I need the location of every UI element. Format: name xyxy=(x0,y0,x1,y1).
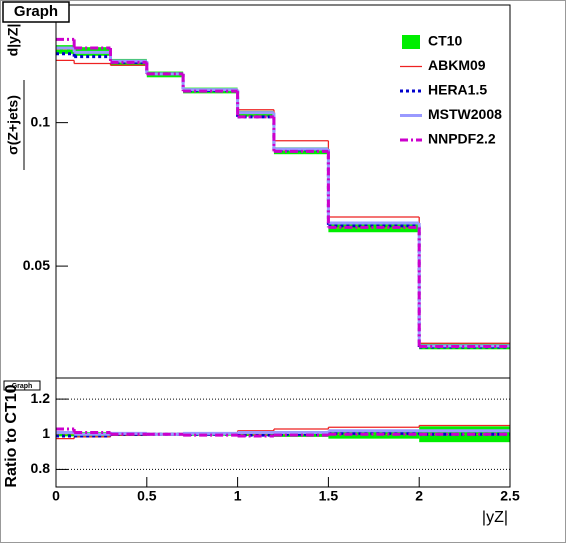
legend-label: NNPDF2.2 xyxy=(428,131,496,147)
title-box xyxy=(3,380,41,391)
chart-title: Graph xyxy=(14,3,58,20)
legend-label: MSTW2008 xyxy=(428,106,502,122)
x-tick-label: 1 xyxy=(234,488,242,504)
chart-title: Graph xyxy=(12,383,33,390)
legend-label: HERA1.5 xyxy=(428,82,487,98)
y-axis-label: σ(Z+jets) xyxy=(5,95,21,155)
x-tick-label: 0.5 xyxy=(137,488,157,504)
legend-swatch xyxy=(402,35,420,49)
plot-frame xyxy=(55,377,511,488)
y-tick-label: 0.8 xyxy=(31,460,51,476)
y-axis-label: Ratio to CT10 xyxy=(3,384,20,487)
legend-label: CT10 xyxy=(428,33,462,49)
y-tick-label: 1 xyxy=(42,425,50,441)
x-axis-label: |yZ| xyxy=(482,509,508,526)
y-tick-label: 0.1 xyxy=(31,113,51,129)
x-tick-label: 1.5 xyxy=(319,488,339,504)
x-tick-label: 2.5 xyxy=(500,488,520,504)
legend-label: ABKM09 xyxy=(428,57,486,73)
y-tick-label: 1.2 xyxy=(31,390,51,406)
x-tick-label: 0 xyxy=(52,488,60,504)
y-axis-label: d|yZ| xyxy=(5,24,21,57)
x-tick-label: 2 xyxy=(415,488,423,504)
title-box xyxy=(2,1,70,23)
plot-area xyxy=(56,5,510,378)
y-tick-label: 0.05 xyxy=(23,257,50,273)
